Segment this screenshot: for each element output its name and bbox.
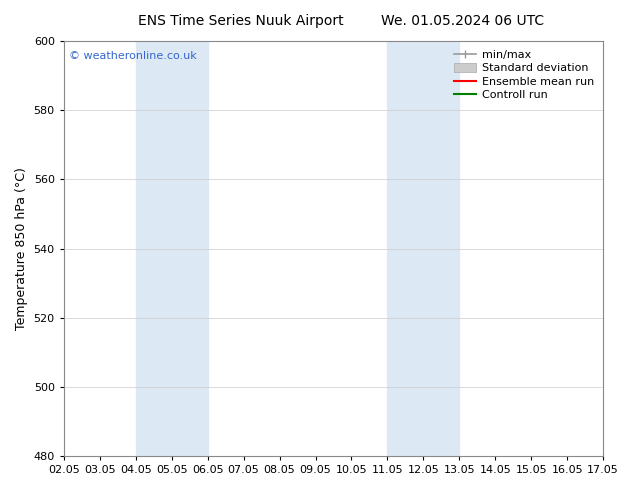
Text: © weatheronline.co.uk: © weatheronline.co.uk	[69, 51, 197, 61]
Y-axis label: Temperature 850 hPa (°C): Temperature 850 hPa (°C)	[15, 167, 28, 330]
Bar	[387, 41, 459, 456]
Legend: min/max, Standard deviation, Ensemble mean run, Controll run: min/max, Standard deviation, Ensemble me…	[451, 47, 598, 104]
Text: We. 01.05.2024 06 UTC: We. 01.05.2024 06 UTC	[381, 14, 545, 28]
Bar	[136, 41, 208, 456]
Text: ENS Time Series Nuuk Airport: ENS Time Series Nuuk Airport	[138, 14, 344, 28]
